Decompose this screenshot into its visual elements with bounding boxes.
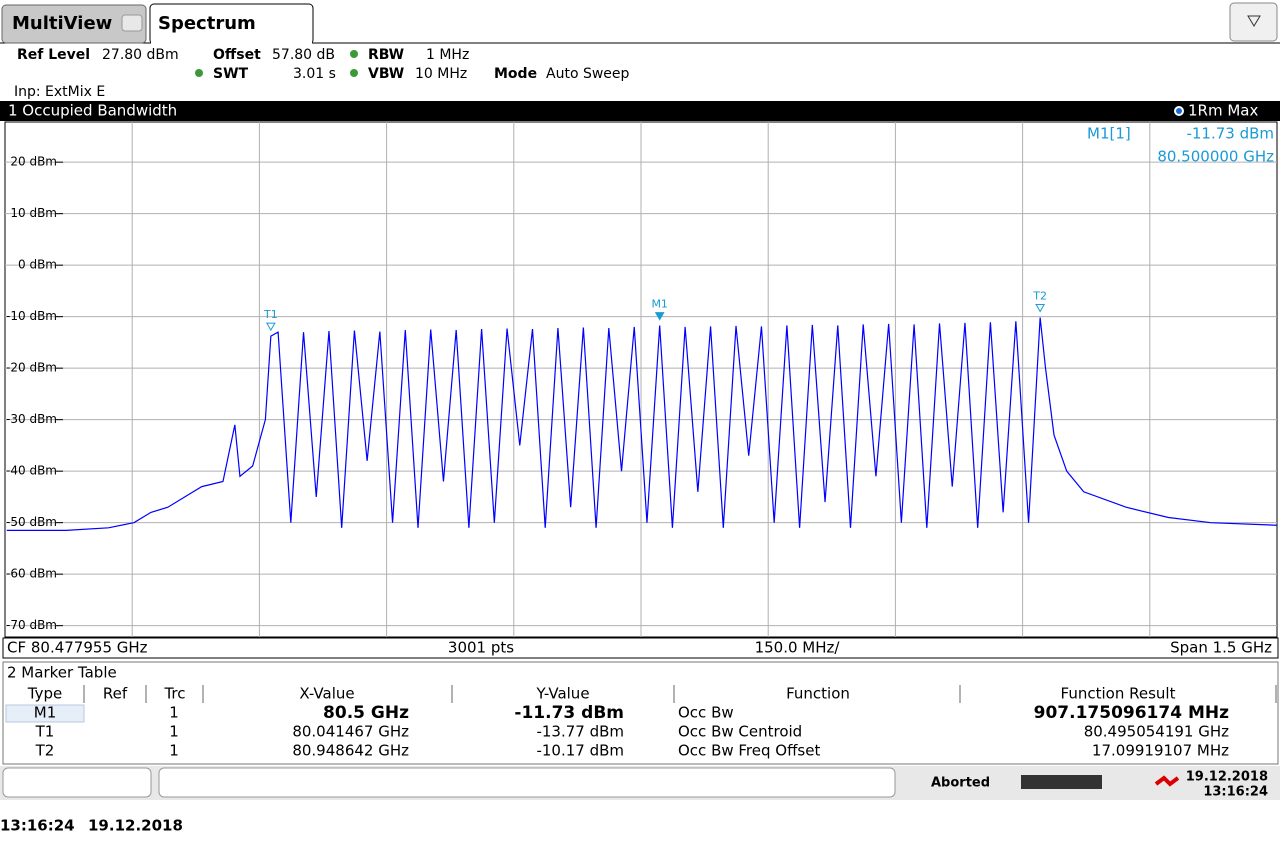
readout-frequency: 80.500000 GHz	[1157, 148, 1274, 166]
readout-name: M1[1]	[1087, 125, 1131, 143]
table-cell: T2	[35, 742, 55, 760]
status-dot	[350, 69, 358, 77]
table-header: Function Result	[1061, 685, 1176, 703]
y-tick-label: 10 dBm	[10, 206, 57, 220]
table-cell: 80.041467 GHz	[292, 723, 409, 741]
setting-value: 3.01 s	[293, 66, 336, 82]
setting-label: RBW	[368, 47, 404, 63]
marker	[1035, 304, 1046, 313]
tab-label[interactable]: Spectrum	[158, 13, 256, 34]
row-highlight[interactable]	[5, 704, 85, 723]
status-date: 19.12.2018	[1186, 770, 1268, 785]
dropdown-icon[interactable]	[1247, 15, 1261, 27]
status-dot	[350, 50, 358, 58]
table-header: X-Value	[299, 685, 354, 703]
trace-label: 1Rm Max	[1188, 102, 1258, 120]
y-tick-label: -10 dBm	[6, 309, 57, 323]
y-tick-label: -30 dBm	[6, 412, 57, 426]
table-header: Ref	[103, 685, 128, 703]
span: Span 1.5 GHz	[1170, 639, 1272, 657]
tab-label[interactable]: MultiView	[12, 13, 112, 34]
table-cell: 1	[169, 704, 179, 722]
table-header: Trc	[163, 685, 185, 703]
table-cell: 907.175096174 MHz	[1034, 703, 1229, 723]
status-field[interactable]	[158, 767, 896, 798]
marker-label: T2	[1032, 290, 1047, 303]
table-cell: 80.495054191 GHz	[1084, 723, 1229, 741]
marker	[654, 312, 665, 321]
table-cell: -11.73 dBm	[514, 703, 624, 723]
table-cell: 1	[169, 723, 179, 741]
table-cell: 17.09919107 MHz	[1092, 742, 1229, 760]
marker-table	[2, 661, 1279, 765]
sweep-state: Aborted	[931, 776, 990, 791]
setting-label: VBW	[368, 66, 404, 82]
progress-bar	[1021, 775, 1102, 789]
table-cell: Occ Bw	[678, 704, 734, 722]
setting-label: SWT	[213, 66, 249, 82]
setting-label: Ref Level	[17, 47, 90, 63]
table-cell: M1	[34, 704, 57, 722]
table-cell: Occ Bw Freq Offset	[678, 742, 820, 760]
trace	[6, 317, 1278, 531]
chart-title: 1 Occupied Bandwidth	[8, 102, 177, 120]
table-cell: Occ Bw Centroid	[678, 723, 802, 741]
footer-date: 19.12.2018	[88, 817, 183, 835]
table-header: Y-Value	[535, 685, 589, 703]
status-time: 13:16:24	[1203, 785, 1268, 800]
table-title: 2 Marker Table	[7, 664, 117, 682]
center-frequency: CF 80.477955 GHz	[7, 639, 148, 657]
tab-icon	[121, 14, 143, 32]
y-tick-label: -60 dBm	[6, 567, 57, 581]
y-tick-label: 0 dBm	[18, 258, 57, 272]
marker-label: T1	[263, 308, 278, 321]
footer-time: 13:16:24	[0, 817, 75, 835]
per-division: 150.0 MHz/	[755, 639, 841, 657]
status-dot	[195, 69, 203, 77]
readout-level: -11.73 dBm	[1186, 125, 1274, 143]
dropdown-button[interactable]	[1229, 2, 1278, 42]
points: 3001 pts	[448, 639, 514, 657]
table-cell: 1	[169, 742, 179, 760]
table-header: Function	[786, 685, 850, 703]
tab-join	[151, 40, 312, 46]
setting-label: Mode	[494, 66, 537, 82]
setting-value: 10 MHz	[415, 66, 467, 82]
setting-value: 27.80 dBm	[102, 47, 179, 63]
table-cell: -10.17 dBm	[536, 742, 624, 760]
setting-value: Auto Sweep	[546, 66, 630, 82]
table-cell: -13.77 dBm	[536, 723, 624, 741]
trace-icon	[1176, 108, 1182, 114]
table-cell: 80.5 GHz	[323, 703, 409, 723]
y-tick-label: 20 dBm	[10, 155, 57, 169]
tab-multiview[interactable]	[1, 4, 147, 44]
y-tick-label: -70 dBm	[6, 618, 57, 632]
table-header: Type	[27, 685, 62, 703]
table-cell: T1	[35, 723, 55, 741]
y-tick-label: -40 dBm	[6, 464, 57, 478]
table-cell: 80.948642 GHz	[292, 742, 409, 760]
chart-header	[0, 101, 1280, 121]
setting-value: 1 MHz	[426, 47, 469, 63]
marker-label: M1	[651, 298, 668, 311]
marker	[265, 322, 276, 332]
logo	[1154, 775, 1180, 787]
status-field[interactable]	[2, 767, 152, 798]
y-tick-label: -50 dBm	[6, 515, 57, 529]
setting-value: 57.80 dB	[272, 47, 335, 63]
y-tick-label: -20 dBm	[6, 361, 57, 375]
setting-label: Offset	[213, 47, 261, 63]
input-label: Inp: ExtMix E	[14, 84, 105, 100]
axis-footer	[2, 637, 1279, 659]
